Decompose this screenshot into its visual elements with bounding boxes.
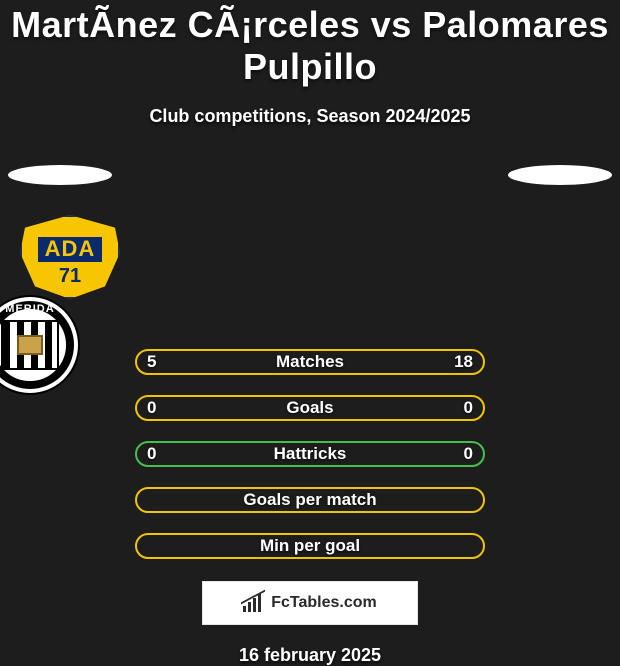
stat-row: 0 Goals 0 — [135, 395, 485, 421]
club-crest-left: ADA 71 — [20, 215, 120, 299]
stat-value-right: 0 — [464, 398, 473, 418]
stat-label: Min per goal — [260, 536, 360, 556]
crest-left-sub: 71 — [20, 265, 120, 288]
stat-row: Min per goal — [135, 533, 485, 559]
stat-value-right: 18 — [454, 352, 473, 372]
promo-badge[interactable]: FcTables.com — [202, 581, 418, 625]
player-photo-left — [8, 165, 112, 185]
promo-text: FcTables.com — [271, 594, 377, 612]
crest-right-text: MERIDA — [0, 303, 78, 315]
player-photo-right — [508, 165, 612, 185]
stat-label: Hattricks — [274, 444, 347, 464]
date-text: 16 february 2025 — [0, 645, 620, 666]
stat-value-right: 0 — [464, 444, 473, 464]
stat-row: 5 Matches 18 — [135, 349, 485, 375]
crest-left-text: ADA — [38, 237, 102, 262]
page-title: MartÃ­nez CÃ¡rceles vs Palomares Pulpill… — [0, 0, 620, 88]
club-crest-right: MERIDA — [0, 295, 80, 395]
stat-rows: 5 Matches 18 0 Goals 0 0 Hattricks 0 Goals per ma… — [135, 349, 485, 559]
stat-label: Goals — [286, 398, 333, 418]
stat-row: 0 Hattricks 0 — [135, 441, 485, 467]
stat-value-left: 0 — [147, 398, 156, 418]
stat-row: Goals per match — [135, 487, 485, 513]
stat-label: Matches — [276, 352, 344, 372]
comparison-panel: ADA 71 MERIDA 5 Matches 18 0 Goals 0 0 Hattrick… — [0, 165, 620, 559]
stat-label: Goals per match — [243, 490, 376, 510]
chart-icon — [243, 594, 265, 612]
stat-value-left: 0 — [147, 444, 156, 464]
subtitle: Club competitions, Season 2024/2025 — [0, 106, 620, 127]
stat-value-left: 5 — [147, 352, 156, 372]
